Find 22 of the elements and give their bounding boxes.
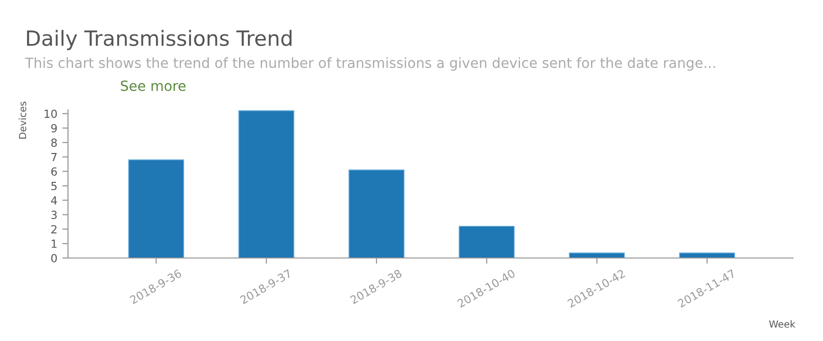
y-tick-label: 3 bbox=[51, 210, 57, 220]
y-tick-label: 2 bbox=[51, 225, 56, 234]
bar bbox=[568, 252, 625, 258]
y-tick-label: 10 bbox=[44, 110, 57, 118]
bar bbox=[128, 159, 184, 258]
bar bbox=[458, 226, 515, 258]
y-tick-label: 5 bbox=[51, 182, 57, 190]
bar bbox=[348, 170, 404, 258]
bar bbox=[679, 252, 736, 258]
y-tick-label: 7 bbox=[51, 153, 57, 162]
y-axis-title: Devices bbox=[18, 102, 26, 139]
y-tick-label: 8 bbox=[51, 138, 57, 147]
y-tick-label: 1 bbox=[52, 240, 57, 248]
text: See more bbox=[120, 80, 186, 92]
y-tick-label: 9 bbox=[51, 124, 57, 132]
x-axis-title: Week bbox=[769, 320, 796, 328]
y-tick-label: 6 bbox=[51, 167, 57, 176]
y-tick-label: 0 bbox=[51, 254, 57, 262]
chart-title: Daily Transmissions Trend bbox=[27, 30, 292, 50]
chart-subtitle: This chart shows the trend of the number of transmissions a given device sent for the date range... bbox=[24, 57, 715, 71]
y-tick-label: 4 bbox=[51, 196, 57, 204]
bar bbox=[238, 110, 294, 258]
